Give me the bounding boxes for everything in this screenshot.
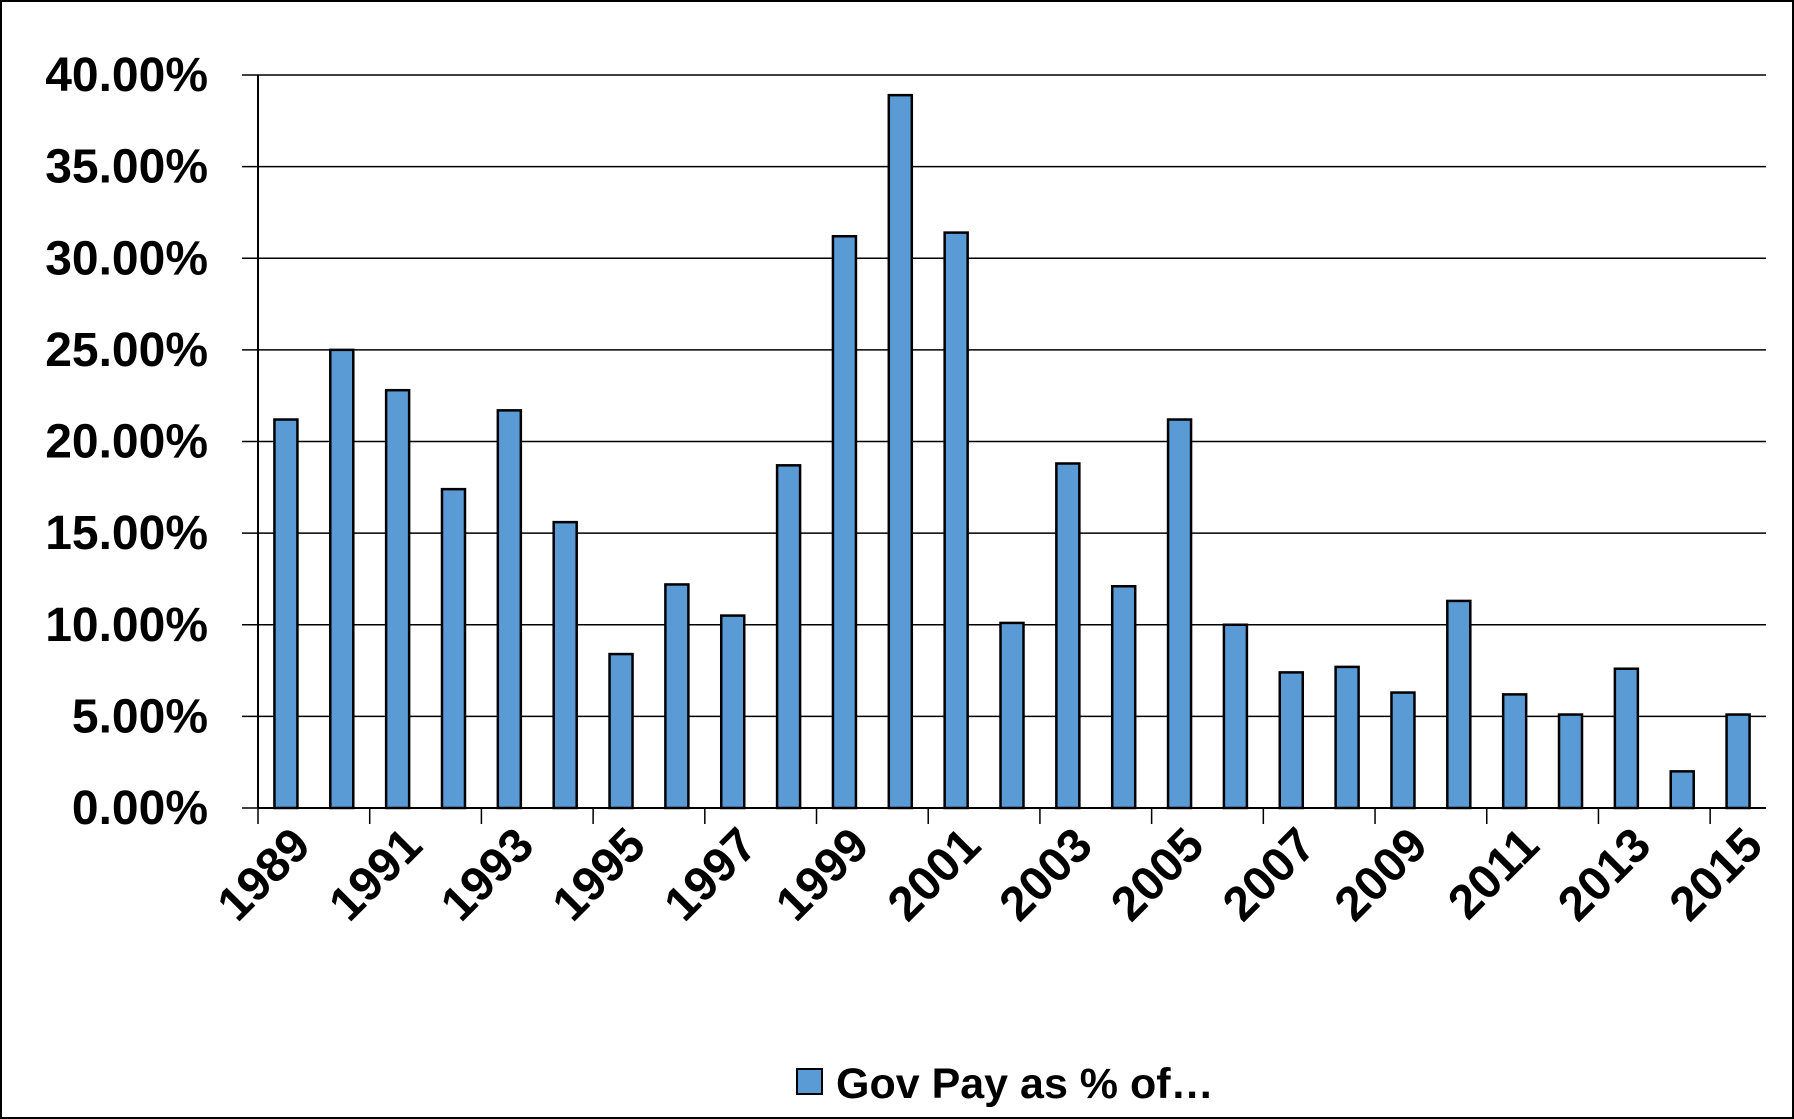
bar <box>1501 693 1528 810</box>
bar <box>440 487 467 810</box>
bar <box>1390 691 1416 810</box>
bar <box>552 520 578 810</box>
bar <box>1334 665 1360 810</box>
bar <box>887 93 914 810</box>
bar <box>384 388 411 810</box>
legend: Gov Pay as % of… <box>796 1060 1214 1108</box>
bar <box>719 614 746 810</box>
bar <box>831 235 858 810</box>
legend-swatch <box>796 1068 823 1095</box>
bar <box>496 409 523 810</box>
legend-label: Gov Pay as % of… <box>836 1060 1214 1108</box>
axes <box>257 75 1766 824</box>
y-axis-tick-label: 40.00% <box>45 49 208 102</box>
y-axis-tick-label: 35.00% <box>45 141 208 194</box>
bar <box>1557 713 1584 810</box>
bar <box>329 348 355 810</box>
bar <box>664 583 690 810</box>
bar <box>1446 599 1472 810</box>
bar <box>273 418 299 810</box>
y-axis-tick-label: 10.00% <box>45 599 208 652</box>
y-axis-tick-label: 5.00% <box>72 690 208 743</box>
y-axis-tick-label: 0.00% <box>72 782 208 835</box>
bar <box>1222 623 1249 810</box>
bars <box>273 93 1751 810</box>
bar <box>1166 418 1193 810</box>
y-axis-tick-label: 30.00% <box>45 232 208 285</box>
y-axis-tick-label: 20.00% <box>45 416 208 469</box>
bar <box>1055 462 1081 810</box>
bar <box>1278 671 1305 810</box>
bar <box>1110 585 1137 810</box>
bar <box>1613 667 1640 810</box>
bar <box>999 621 1025 810</box>
bar <box>943 231 969 810</box>
y-axis-tick-labels: 0.00% 5.00% 10.00% 15.00% 20.00% 25.00% 30.00%… <box>45 49 208 835</box>
y-axis-tick-label: 15.00% <box>45 507 208 560</box>
bar <box>1725 713 1751 810</box>
bar <box>1669 770 1695 810</box>
bar <box>608 652 634 810</box>
y-axis-tick-label: 25.00% <box>45 324 208 377</box>
bar <box>775 464 802 810</box>
